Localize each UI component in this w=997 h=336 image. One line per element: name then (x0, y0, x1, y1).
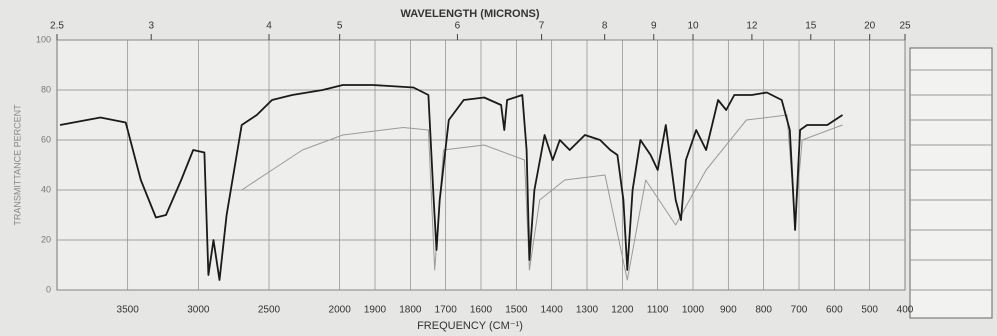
x-tick-label: 700 (791, 305, 808, 316)
chart-title: WAVELENGTH (MICRONS) (400, 8, 539, 20)
x2-tick-label: 8 (602, 21, 608, 32)
y-tick-label: 100 (36, 34, 51, 44)
x2-tick-label: 25 (899, 21, 911, 32)
x2-tick-label: 12 (746, 21, 758, 32)
x2-tick-label: 10 (687, 21, 699, 32)
y-tick-label: 60 (41, 134, 51, 144)
x2-tick-label: 6 (455, 21, 461, 32)
x-tick-label: 1200 (611, 305, 634, 316)
x-tick-label: 3000 (187, 305, 210, 316)
x2-tick-label: 4 (266, 21, 272, 32)
x-tick-label: 1900 (364, 305, 387, 316)
x-tick-label: 1300 (576, 305, 599, 316)
x-tick-label: 400 (897, 305, 914, 316)
x-tick-label: 500 (861, 305, 878, 316)
y-tick-label: 80 (41, 84, 51, 94)
x-tick-label: 900 (720, 305, 737, 316)
y-tick-label: 20 (41, 234, 51, 244)
x2-tick-label: 2.5 (50, 21, 64, 32)
x2-tick-label: 20 (864, 21, 876, 32)
x-tick-label: 2500 (258, 305, 281, 316)
y-tick-label: 40 (41, 184, 51, 194)
form-panel (909, 47, 993, 319)
y-axis-label: TRANSMITTANCE PERCENT (12, 104, 22, 226)
x-tick-label: 1700 (435, 305, 458, 316)
x-tick-label: 1000 (682, 305, 705, 316)
x-tick-label: 600 (826, 305, 843, 316)
spectrum-line (59, 84, 843, 281)
x-tick-label: 3500 (117, 305, 140, 316)
y-tick-label: 0 (46, 284, 51, 294)
x2-tick-label: 5 (337, 21, 343, 32)
x-axis-label: FREQUENCY (CM⁻¹) (417, 320, 523, 332)
spectrum-line (241, 114, 843, 281)
x-tick-label: 1600 (470, 305, 493, 316)
x2-tick-label: 9 (651, 21, 657, 32)
x-tick-label: 1800 (399, 305, 422, 316)
x2-tick-label: 15 (805, 21, 817, 32)
x-tick-label: 1100 (647, 305, 669, 316)
x-tick-label: 800 (755, 305, 772, 316)
x-tick-label: 2000 (329, 305, 352, 316)
x2-tick-label: 7 (539, 21, 545, 32)
x2-tick-label: 3 (148, 21, 154, 32)
x-tick-label: 1500 (505, 305, 528, 316)
x-tick-label: 1400 (541, 305, 564, 316)
